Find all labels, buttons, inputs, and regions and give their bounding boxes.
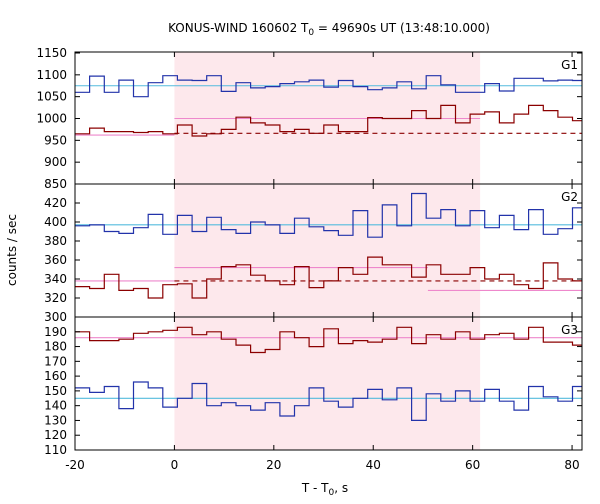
chart-title: KONUS-WIND 160602 T0 = 49690s UT (13:48:…	[168, 21, 490, 38]
panel3-y-tick-label: 140	[44, 399, 67, 413]
panel2-series-blue	[75, 192, 582, 238]
y-axis-label: counts / sec	[5, 214, 19, 286]
panel2-y-tick-label: 340	[44, 272, 67, 286]
panel1-series-red	[75, 104, 582, 137]
panel2-y-tick-label: 360	[44, 253, 67, 267]
x-tick-label: 60	[465, 458, 480, 472]
panel1-y-tick-label: 1050	[36, 90, 67, 104]
panel3-y-tick-label: 190	[44, 325, 67, 339]
panel2-series-red	[75, 256, 582, 299]
panel3-label: G3	[561, 323, 578, 337]
panel3-y-tick-label: 130	[44, 413, 67, 427]
x-tick-label: 0	[171, 458, 179, 472]
panel2-label: G2	[561, 190, 578, 204]
panel1: 850 900 950 1000 1050 1100 1150 G1	[36, 46, 583, 191]
panel2-y-tick-label: 420	[44, 196, 67, 210]
panel3-y-tick-label: 110	[44, 443, 67, 457]
panel2-y-tick-label: 300	[44, 310, 67, 324]
x-axis-label: T - T0, s	[301, 481, 348, 498]
panel3-frame	[74, 316, 583, 451]
x-tick-label: 80	[564, 458, 579, 472]
shaded-interval	[174, 52, 481, 450]
panel1-y-tick-label: 950	[44, 133, 67, 147]
panel3-y-tick-label: 150	[44, 384, 67, 398]
panel1-y-tick-label: 900	[44, 155, 67, 169]
x-tick-label: -20	[65, 458, 85, 472]
panel1-y-tick-label: 1000	[36, 112, 67, 126]
panel2-y-tick-label: 380	[44, 234, 67, 248]
panel1-series-blue	[75, 75, 582, 98]
panel1-y-tick-label: 1100	[36, 68, 67, 82]
panel2-y-tick-label: 320	[44, 291, 67, 305]
panel1-y-tick-label: 1150	[36, 46, 67, 60]
panel2-y-tick-label: 400	[44, 215, 67, 229]
panel1-label: G1	[561, 58, 578, 72]
x-tick-label: 40	[366, 458, 381, 472]
panel3-series-blue	[75, 381, 582, 421]
panel3-y-tick-label: 170	[44, 354, 67, 368]
panel3-y-tick-label: 120	[44, 428, 67, 442]
panel3-y-tick-label: 180	[44, 340, 67, 354]
panel3-series-red	[75, 326, 582, 354]
x-tick-label: 20	[266, 458, 281, 472]
panel3-y-tick-label: 160	[44, 369, 67, 383]
panel1-y-tick-label: 850	[44, 177, 67, 191]
